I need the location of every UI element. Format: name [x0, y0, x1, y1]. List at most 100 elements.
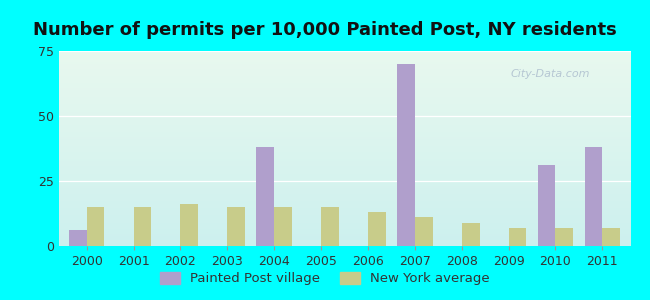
Bar [58, 52, 630, 53]
Bar [58, 98, 630, 99]
Bar [58, 201, 630, 202]
Bar [58, 144, 630, 145]
Bar [58, 127, 630, 128]
Bar [58, 157, 630, 158]
Bar [397, 64, 415, 246]
Bar [58, 154, 630, 155]
Bar [58, 202, 630, 203]
Bar [58, 64, 630, 66]
Bar [58, 238, 630, 239]
Bar [58, 158, 630, 159]
Bar [58, 133, 630, 134]
Bar [58, 243, 630, 244]
Bar [58, 51, 630, 52]
Bar [58, 131, 630, 132]
Bar [58, 160, 630, 161]
Bar [58, 117, 630, 118]
Bar [58, 58, 630, 59]
Bar [58, 155, 630, 156]
Bar [58, 63, 630, 64]
Bar [58, 203, 630, 204]
Bar [58, 208, 630, 209]
Bar [58, 230, 630, 231]
Bar [58, 232, 630, 233]
Bar [58, 84, 630, 85]
Bar [556, 228, 573, 246]
Bar [58, 159, 630, 160]
Bar [181, 204, 198, 246]
Bar [58, 209, 630, 210]
Bar [58, 96, 630, 97]
Bar [58, 211, 630, 212]
Bar [58, 86, 630, 87]
Bar [58, 76, 630, 77]
Text: City-Data.com: City-Data.com [510, 68, 590, 79]
Bar [58, 152, 630, 153]
Bar [58, 179, 630, 180]
Bar [58, 167, 630, 168]
Bar [58, 74, 630, 75]
Bar [58, 143, 630, 144]
Bar [58, 234, 630, 235]
Bar [58, 75, 630, 76]
Bar [58, 216, 630, 217]
Bar [58, 105, 630, 106]
Bar [58, 132, 630, 133]
Bar [58, 226, 630, 227]
Bar [58, 195, 630, 196]
Bar [58, 95, 630, 96]
Bar [58, 60, 630, 61]
Bar [58, 163, 630, 164]
Bar [58, 178, 630, 179]
Bar [58, 210, 630, 211]
Bar [58, 197, 630, 198]
Bar [58, 218, 630, 219]
Bar [58, 235, 630, 236]
Bar [58, 120, 630, 121]
Bar [58, 245, 630, 246]
Bar [58, 62, 630, 63]
Bar [58, 146, 630, 148]
Bar [58, 212, 630, 213]
Bar [58, 194, 630, 195]
Bar [58, 150, 630, 152]
Bar [58, 217, 630, 218]
Bar [58, 242, 630, 243]
Bar [58, 153, 630, 154]
Bar [58, 78, 630, 79]
Bar [69, 230, 86, 246]
Bar [58, 68, 630, 70]
Bar [58, 119, 630, 120]
Bar [58, 170, 630, 171]
Bar [58, 145, 630, 146]
Bar [58, 185, 630, 187]
Bar [58, 82, 630, 83]
Bar [58, 207, 630, 208]
Bar [58, 110, 630, 111]
Bar [58, 113, 630, 114]
Bar [58, 66, 630, 67]
Bar [58, 169, 630, 170]
Bar [58, 227, 630, 229]
Bar [58, 125, 630, 126]
Bar [58, 164, 630, 165]
Bar [58, 102, 630, 103]
Bar [86, 207, 105, 246]
Bar [58, 204, 630, 205]
Bar [58, 128, 630, 129]
Bar [58, 244, 630, 245]
Bar [462, 223, 480, 246]
Bar [58, 237, 630, 238]
Bar [58, 198, 630, 199]
Bar [58, 92, 630, 93]
Bar [58, 57, 630, 58]
Bar [58, 109, 630, 110]
Bar [58, 239, 630, 240]
Bar [58, 122, 630, 123]
Bar [58, 114, 630, 115]
Bar [58, 223, 630, 224]
Bar [58, 240, 630, 241]
Bar [58, 93, 630, 94]
Bar [58, 135, 630, 136]
Bar [58, 180, 630, 181]
